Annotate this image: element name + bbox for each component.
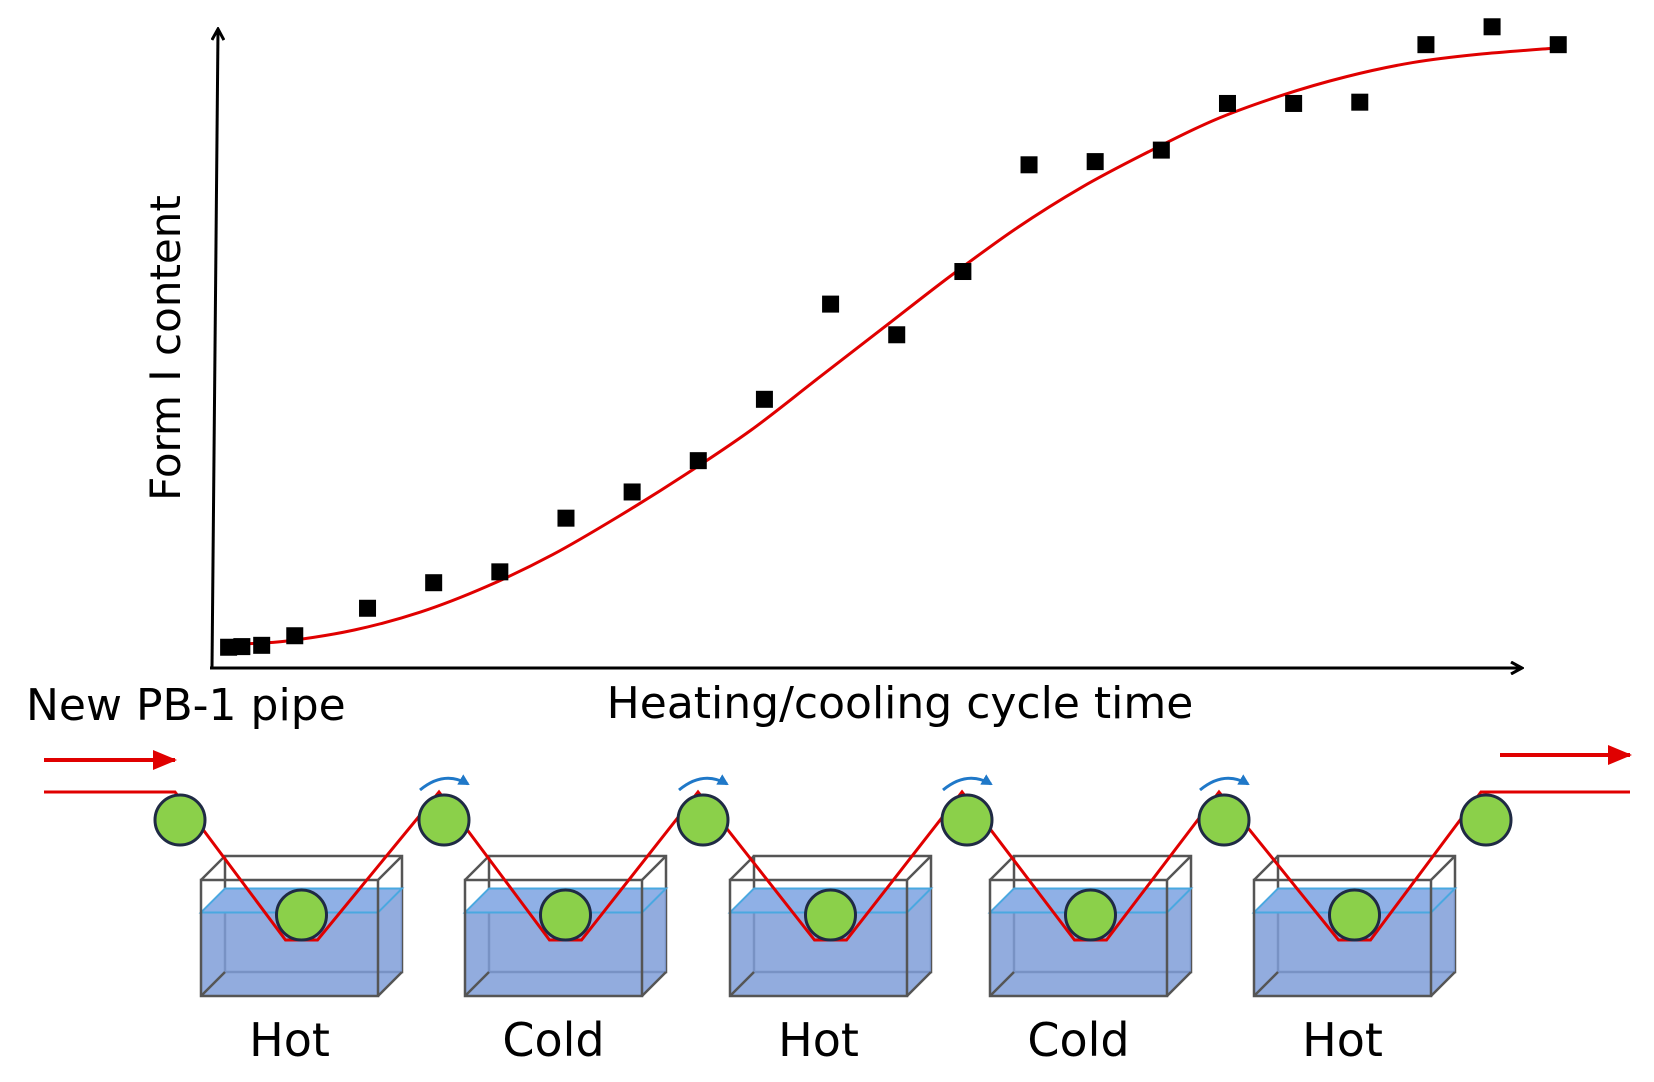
data-point [689, 452, 707, 470]
rollers-layer [153, 793, 1513, 942]
data-point [359, 599, 377, 617]
rotation-arrows-layer [419, 774, 1250, 792]
water-tank [462, 854, 669, 998]
tank-roller [539, 888, 592, 942]
guide-roller [940, 793, 994, 847]
data-point [755, 390, 773, 408]
y-axis [210, 30, 218, 669]
data-point [286, 627, 304, 645]
guide-roller [153, 793, 207, 847]
data-point [253, 636, 271, 654]
data-points-layer [220, 18, 1567, 656]
data-point [491, 563, 509, 581]
water [730, 888, 931, 996]
data-point [1417, 36, 1435, 54]
guide-roller [417, 793, 471, 847]
fit-curve-layer [241, 46, 1559, 646]
data-point [1351, 93, 1369, 111]
inlet-label: New PB-1 pipe [26, 680, 346, 731]
form-i-content-chart: Form I content Heating/cooling cycle tim… [141, 18, 1567, 729]
tank-labels-layer: Hot Cold Hot Cold Hot [249, 1013, 1383, 1067]
data-point [425, 574, 443, 592]
water [990, 888, 1191, 996]
data-point [1218, 94, 1236, 112]
data-point [954, 263, 972, 281]
y-axis-label: Form I content [141, 195, 190, 501]
tank-label: Cold [502, 1013, 604, 1067]
water [201, 888, 402, 996]
data-point [623, 483, 641, 501]
rotation-arrow [942, 774, 993, 792]
data-point [1020, 156, 1038, 174]
tank-roller [1064, 888, 1117, 942]
guide-roller [1197, 793, 1251, 847]
water [465, 888, 666, 996]
data-point [888, 326, 906, 344]
tank-label: Hot [1302, 1013, 1383, 1067]
rotation-arrow [678, 774, 729, 792]
water [1254, 888, 1455, 996]
x-axis-label: Heating/cooling cycle time [607, 678, 1194, 729]
guide-roller [1459, 793, 1513, 847]
data-point [1549, 36, 1567, 54]
tank-label: Hot [249, 1013, 330, 1067]
data-point [1086, 153, 1104, 171]
pb1-pipe-path [44, 789, 1630, 942]
heating-cooling-process-diagram: New PB-1 pipe Hot Cold Hot Cold Hot [26, 680, 1632, 1067]
tank-roller [804, 888, 857, 942]
rotation-arrow [1199, 774, 1250, 792]
tank-label: Hot [778, 1013, 859, 1067]
data-point [1483, 18, 1501, 36]
tank-label: Cold [1027, 1013, 1129, 1067]
rotation-arrow [419, 774, 470, 792]
data-point [233, 638, 251, 656]
fit-curve [241, 46, 1559, 646]
data-point [557, 509, 575, 527]
data-point [1285, 94, 1303, 112]
guide-roller [676, 793, 730, 847]
data-point [220, 638, 238, 656]
data-point [1152, 141, 1170, 159]
data-point [822, 295, 840, 313]
tank-roller [275, 888, 328, 942]
tank-roller [1328, 888, 1381, 942]
